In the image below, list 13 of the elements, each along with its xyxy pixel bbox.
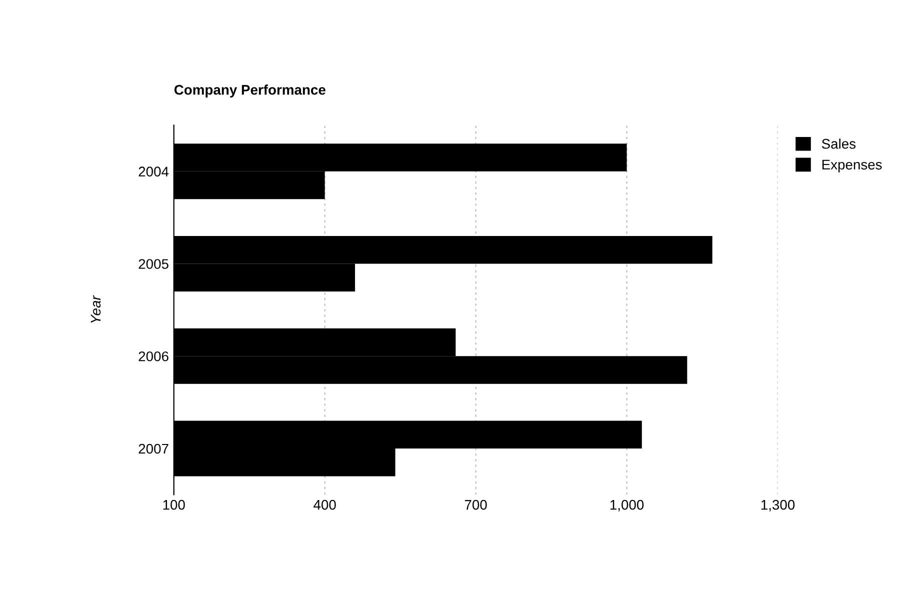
x-tick-label: 700 — [464, 500, 487, 510]
y-tick-label: 2005 — [138, 259, 168, 269]
y-tick-label: 2007 — [138, 444, 168, 454]
y-tick-label: 2004 — [138, 166, 169, 177]
x-tick-label: 1,000 — [610, 500, 644, 512]
x-tick-label: 100 — [163, 500, 185, 510]
legend-label: Expenses — [822, 160, 882, 172]
chart-title: Company Performance — [174, 84, 326, 98]
y-axis-title: Year — [90, 295, 101, 323]
legend-label: Sales — [822, 138, 856, 149]
x-tick-label: 400 — [314, 500, 336, 510]
x-tick-label: 1,300 — [761, 500, 795, 512]
y-tick-label: 2006 — [138, 351, 168, 362]
